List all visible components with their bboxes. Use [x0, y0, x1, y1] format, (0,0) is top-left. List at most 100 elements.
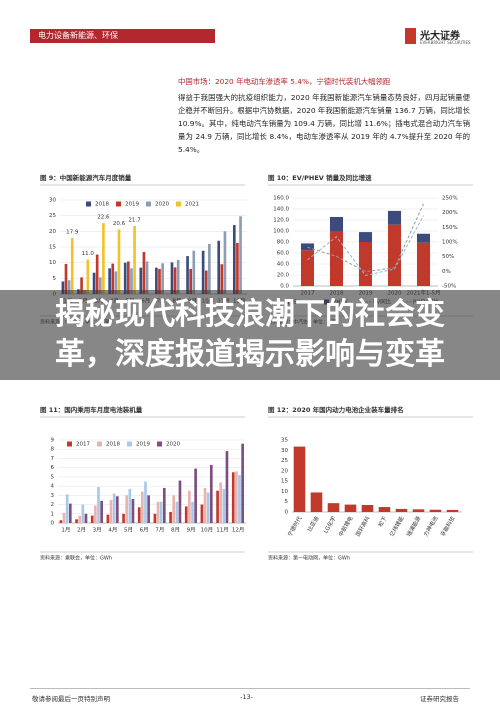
x-tick-label: 宁德时代 [286, 514, 304, 537]
bar [111, 263, 115, 294]
legend-swatch [86, 201, 91, 207]
bar [86, 259, 90, 294]
bar [216, 490, 219, 523]
bar [94, 505, 97, 523]
y-tick-label: 3 [51, 493, 55, 499]
bar [206, 492, 210, 523]
bar [186, 256, 189, 294]
y2-tick-label: 250% [442, 196, 458, 202]
bar [67, 280, 71, 294]
x-tick-label: LG化学 [321, 514, 337, 534]
x-tick-label: 2月 [77, 527, 86, 534]
bar [128, 488, 132, 523]
y-tick-label: 30 [49, 198, 56, 204]
y-tick-label: 160.0 [273, 196, 289, 202]
bar [123, 262, 127, 294]
y-tick-label: 15 [281, 479, 288, 485]
bar [70, 237, 74, 294]
bar [153, 513, 157, 523]
legend-swatch [97, 441, 102, 447]
bar [114, 271, 118, 294]
y-tick-label: 20 [281, 468, 288, 474]
bar [169, 511, 172, 523]
y-tick-label: 6 [51, 465, 55, 471]
x-tick-label: 8月 [171, 527, 180, 534]
x-tick-label: 9月 [187, 527, 196, 534]
bar [95, 254, 99, 294]
y2-tick-label: -50% [442, 284, 456, 290]
footer-rule [30, 688, 470, 689]
bar [429, 509, 442, 512]
y2-tick-label: 0% [442, 269, 451, 275]
bar [387, 210, 402, 225]
bar [191, 501, 194, 523]
bar [147, 495, 150, 523]
x-tick-label: 国轩高科 [354, 514, 372, 537]
bar [156, 501, 160, 523]
bar [75, 519, 78, 523]
bar [178, 480, 182, 523]
value-label: 17.9 [66, 229, 79, 235]
bar [142, 252, 146, 294]
legend-label: 2017 [76, 442, 90, 448]
brand: 光大证券 [420, 31, 460, 42]
legend-swatch [176, 201, 181, 207]
paragraph: 得益于我国强大的抗疫组织能力，2020 年我国新能源汽车销量态势良好，四月起销量… [178, 93, 470, 154]
bar [327, 503, 340, 512]
value-label: 22.6 [97, 215, 110, 221]
y-tick-label: 0.0 [280, 284, 289, 290]
legend-label: 2019 [125, 202, 139, 208]
y-tick-label: 9 [51, 438, 55, 444]
bar [141, 491, 144, 523]
x-tick-label: 瑞浦能源 [405, 514, 423, 537]
brand-en: EVERBRIGHT SECURITIES [420, 40, 471, 45]
bar [92, 272, 96, 294]
bar [231, 472, 235, 523]
bar [200, 504, 204, 523]
bar [416, 242, 431, 286]
bar [170, 262, 174, 294]
x-tick-label: 3月 [93, 527, 102, 534]
bar [217, 240, 221, 294]
bar [64, 263, 68, 294]
line [307, 215, 424, 276]
bar [161, 263, 164, 294]
bar [219, 482, 223, 523]
bar [175, 501, 179, 523]
y2-tick-label: 150% [442, 225, 458, 231]
bar [176, 259, 180, 294]
y-tick-label: 10 [281, 489, 288, 495]
bar [155, 267, 158, 294]
bar [109, 499, 113, 523]
y-tick-label: 5 [285, 499, 289, 505]
bar [239, 216, 242, 294]
bar [139, 267, 143, 294]
bar [144, 481, 147, 523]
bar [130, 268, 133, 294]
y-tick-label: 100.0 [273, 229, 289, 235]
y2-tick-label: 100% [442, 240, 458, 246]
section-tag: 电力设备新能源、环保 [30, 29, 215, 43]
figure-caption: 图 9：中国新能源汽车月度销量 [40, 173, 132, 182]
legend-swatch [67, 441, 72, 447]
bar [98, 277, 102, 294]
page-number: -13- [240, 693, 253, 701]
bar [344, 504, 357, 512]
bar [194, 468, 197, 523]
bar [59, 520, 63, 523]
figure-caption: 图 10：EV/PHEV 销量及同比增速 [268, 173, 372, 182]
y-tick-label: 140.0 [273, 207, 289, 213]
bar [300, 250, 315, 286]
y-tick-label: 8 [51, 447, 55, 453]
y-tick-label: 2 [51, 502, 55, 508]
bar [80, 277, 83, 294]
bar [117, 229, 121, 294]
bar [90, 515, 94, 523]
y-tick-label: 25 [49, 213, 56, 219]
value-label: 20.6 [113, 221, 126, 227]
bar [395, 508, 408, 512]
bar [241, 443, 244, 523]
bar [173, 267, 177, 294]
bar [358, 242, 373, 286]
